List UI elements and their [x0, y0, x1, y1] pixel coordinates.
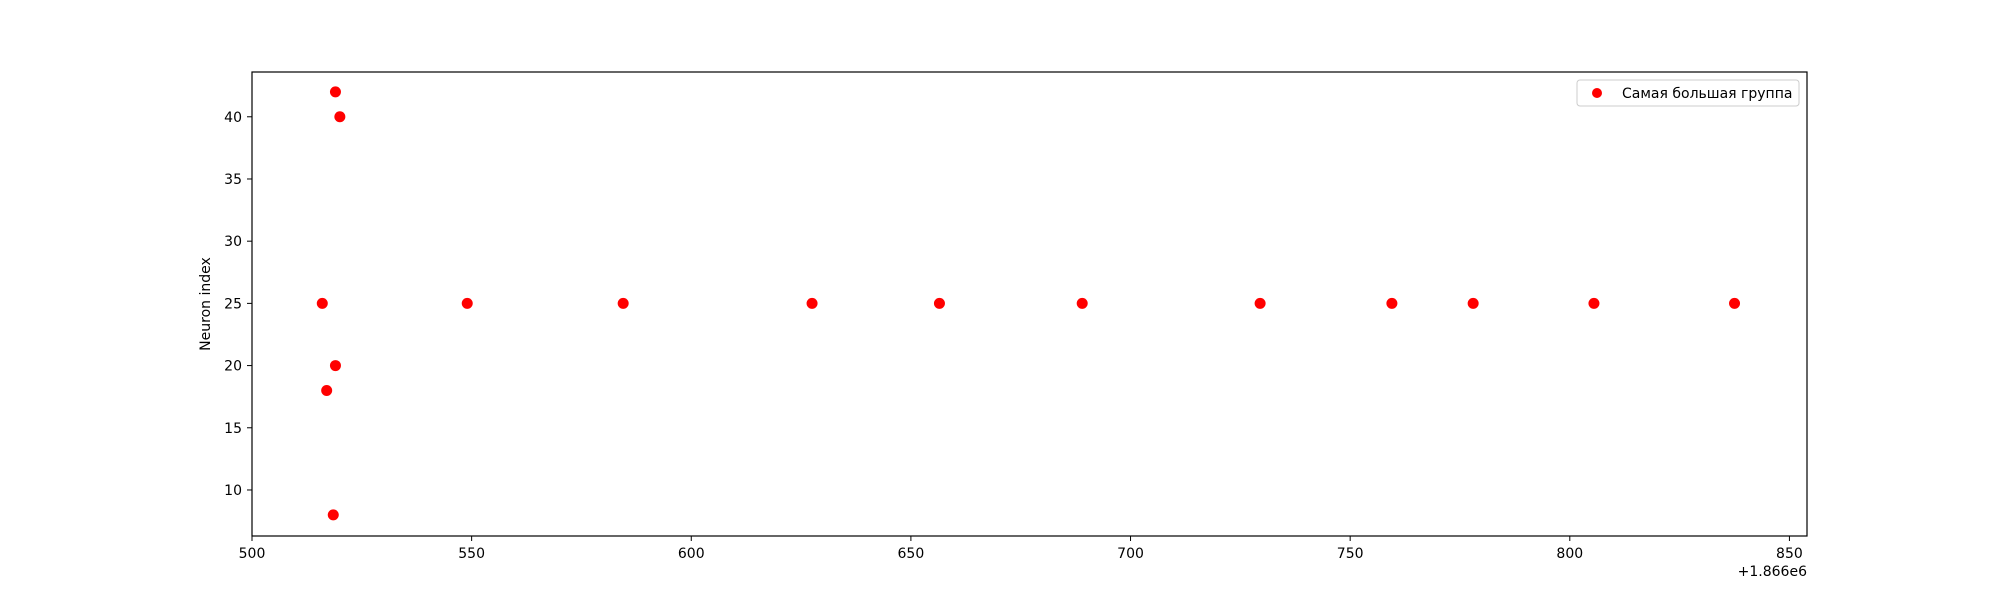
- data-point: [1076, 297, 1088, 309]
- y-axis: 10 15 20 25 30 35 40: [224, 110, 252, 499]
- data-point: [1254, 297, 1266, 309]
- y-axis-label: Neuron index: [198, 257, 214, 351]
- x-tick-label: 850: [1776, 546, 1803, 562]
- data-point: [1386, 297, 1398, 309]
- x-axis: 500 550 600 650 700 750 800 850: [239, 536, 1803, 562]
- legend-box: [1576, 79, 1800, 107]
- data-point: [1467, 297, 1479, 309]
- data-point: [334, 111, 346, 123]
- plot-area: [251, 71, 1808, 537]
- legend: Самая большая группа: [1576, 79, 1800, 107]
- data-point: [617, 297, 629, 309]
- data-point: [1588, 297, 1600, 309]
- data-point: [316, 297, 328, 309]
- x-axis-offset-label: +1.866e6: [1738, 564, 1807, 580]
- data-point: [1729, 297, 1741, 309]
- x-tick-label: 700: [1117, 546, 1144, 562]
- y-tick-label: 15: [224, 421, 242, 437]
- plot-frame: [251, 71, 1808, 537]
- data-point: [327, 509, 339, 521]
- y-tick-label: 30: [224, 234, 242, 250]
- x-tick-label: 500: [239, 546, 266, 562]
- x-tick-label: 750: [1337, 546, 1364, 562]
- data-point: [461, 297, 473, 309]
- y-tick-label: 25: [224, 296, 242, 312]
- y-tick-label: 40: [224, 110, 242, 126]
- y-tick-label: 10: [224, 483, 242, 499]
- legend-marker: [1592, 88, 1602, 98]
- data-point: [806, 297, 818, 309]
- y-tick-label: 20: [224, 359, 242, 375]
- x-tick-label: 550: [458, 546, 485, 562]
- data-points: [316, 86, 1741, 521]
- x-tick-label: 800: [1556, 546, 1583, 562]
- y-tick-label: 35: [224, 172, 242, 188]
- data-point: [933, 297, 945, 309]
- data-point: [321, 384, 333, 396]
- data-point: [329, 86, 341, 98]
- x-tick-label: 650: [898, 546, 925, 562]
- data-point: [329, 360, 341, 372]
- legend-label: Самая большая группа: [1622, 86, 1792, 102]
- x-tick-label: 600: [678, 546, 705, 562]
